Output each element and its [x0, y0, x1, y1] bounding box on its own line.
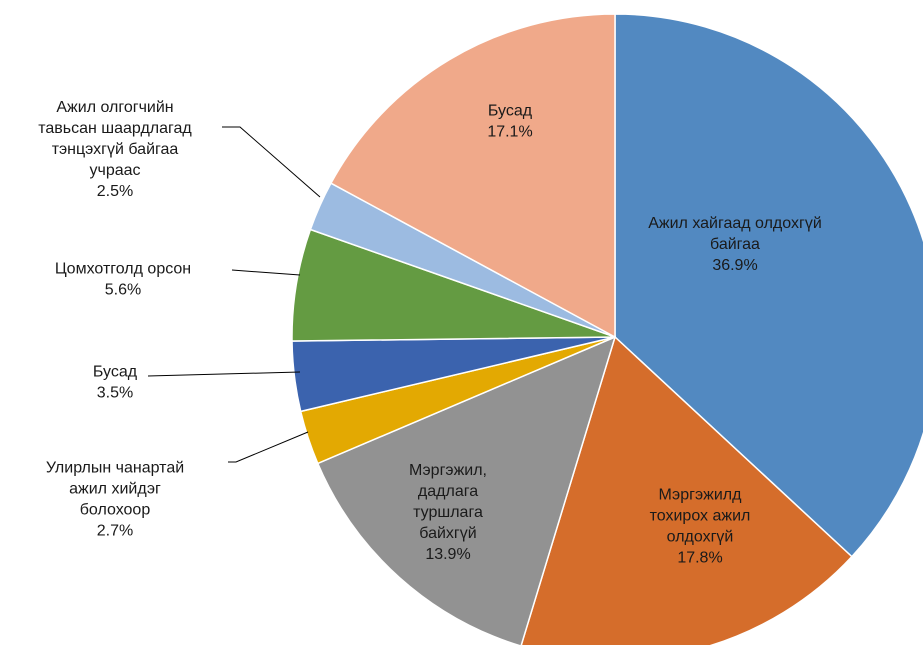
slice-value-label: 13.9%	[425, 546, 470, 563]
pie-slice	[329, 13, 616, 339]
slice-value-label: 36.9%	[712, 257, 757, 274]
slice-value-label: 3.5%	[97, 385, 133, 402]
leader-line	[222, 126, 321, 198]
leader-line	[228, 431, 309, 463]
slice-label: Цомхотголд орсон	[55, 261, 191, 278]
slice-label: Бусад	[488, 103, 533, 120]
slice-label: Мэргэжил, дадлага туршлага байхгүй	[409, 462, 487, 542]
leader-line	[147, 371, 301, 377]
slice-label: Мэргэжилд тохирох ажил олдохгүй	[650, 487, 751, 546]
slice-value-label: 17.8%	[677, 550, 722, 567]
slice-label: Ажил олгогчийн тавьсан шаардлагад тэнцэхгү…	[38, 99, 192, 179]
slice-value-label: 17.1%	[487, 124, 532, 141]
leader-line	[231, 269, 301, 276]
slice-label: Бусад	[93, 364, 138, 381]
pie-slice	[614, 13, 923, 558]
pie-slice	[316, 335, 617, 645]
slice-value-label: 2.7%	[97, 523, 133, 540]
pie-slice	[520, 335, 853, 645]
slice-label: Ажил хайгаад олдохгүй байгаа	[648, 215, 822, 253]
slice-value-label: 2.5%	[97, 183, 133, 200]
slice-value-label: 5.6%	[105, 282, 141, 299]
slice-label: Улирлын чанартай ажил хийдэг болохоор	[46, 460, 184, 519]
